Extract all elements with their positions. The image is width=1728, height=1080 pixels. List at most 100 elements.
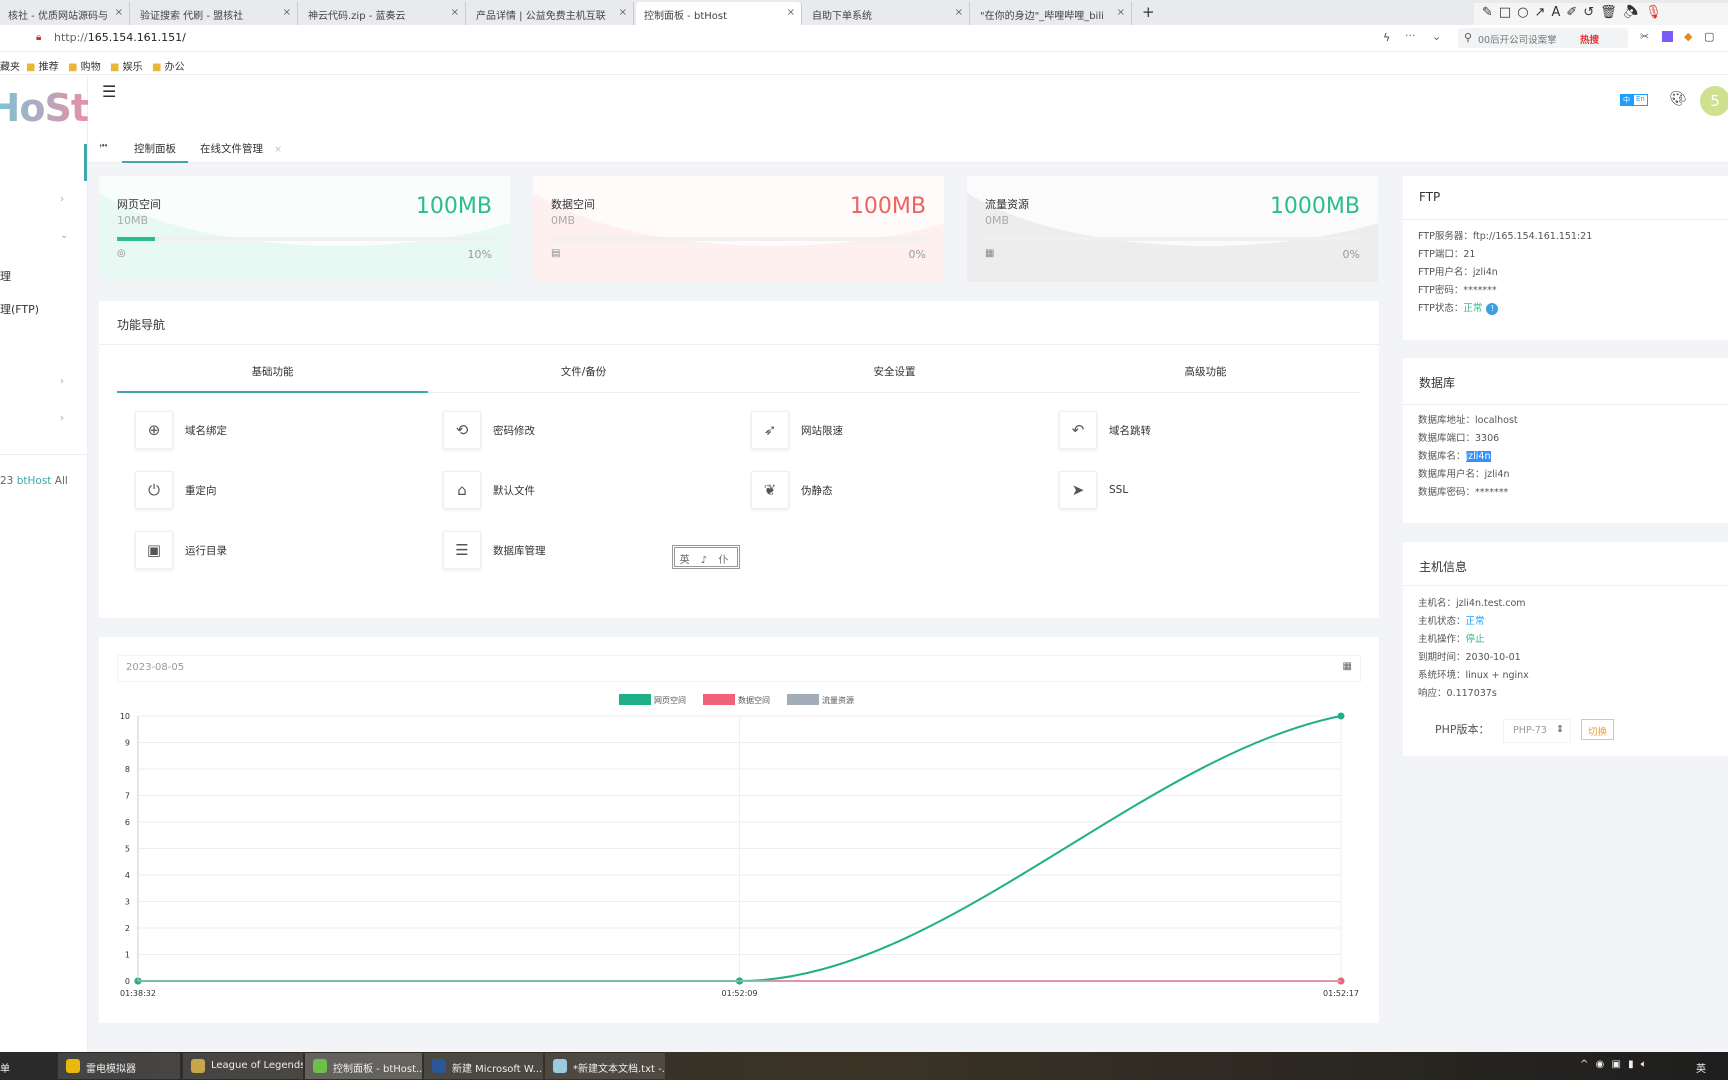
taskbar-item[interactable]: 雷电模拟器 bbox=[58, 1053, 180, 1079]
browser-tab[interactable]: 自助下单系统 × bbox=[804, 2, 970, 25]
taskbar-item[interactable]: *新建文本文档.txt -... bbox=[545, 1053, 665, 1079]
function-tab[interactable]: 安全设置 bbox=[873, 366, 916, 378]
info-value[interactable]: 停止 bbox=[1465, 634, 1485, 645]
scissors-icon[interactable]: ✂ bbox=[1640, 30, 1650, 43]
address-bar[interactable]: 🔒︎ http://165.154.161.151/ ϟ ··· ⌄ ⚲ 00后… bbox=[0, 25, 1728, 52]
start-button[interactable]: 单 bbox=[0, 1064, 10, 1075]
lang-zh[interactable]: 中 bbox=[1620, 94, 1633, 106]
speaker-icon[interactable]: 🔈︎ bbox=[1622, 5, 1646, 20]
ime-indicator[interactable]: 英 bbox=[1696, 1064, 1706, 1075]
undo-icon[interactable]: ↺ bbox=[1583, 5, 1601, 20]
function-item[interactable]: ➶ 网站限速 bbox=[751, 411, 843, 449]
close-icon[interactable]: × bbox=[618, 7, 627, 18]
sidebar-toggle-icon[interactable]: ▢ bbox=[1704, 30, 1715, 43]
bookmark-item[interactable]: ■ 办公 bbox=[152, 62, 185, 73]
function-tab[interactable]: 文件/备份 bbox=[560, 366, 607, 378]
circle-icon[interactable]: ○ bbox=[1517, 5, 1535, 20]
bookmark-item[interactable]: 藏夹 bbox=[0, 62, 20, 73]
chevron-right-icon[interactable]: › bbox=[60, 376, 64, 387]
arrow-icon[interactable]: ↗ bbox=[1534, 5, 1552, 20]
legend-label: 网页空间 bbox=[654, 695, 686, 705]
browser-tab[interactable]: 神云代码.zip - 蓝奏云 × bbox=[300, 2, 466, 25]
brand-link[interactable]: btHost bbox=[16, 475, 52, 487]
trash-icon[interactable]: 🗑︎ bbox=[1600, 5, 1623, 20]
chevron-right-icon[interactable]: › bbox=[60, 194, 64, 205]
lightning-icon[interactable]: ϟ bbox=[1383, 31, 1391, 44]
avatar[interactable]: 5 bbox=[1700, 86, 1728, 116]
close-icon[interactable]: × bbox=[954, 7, 963, 18]
stat-title: 网页空间 bbox=[117, 198, 161, 211]
palette-icon[interactable]: 🎨︎ bbox=[1669, 91, 1687, 107]
taskbar-item[interactable]: League of Legends bbox=[183, 1053, 303, 1079]
close-icon[interactable]: × bbox=[450, 7, 459, 18]
annotation-toolbar[interactable]: ✎□○↗A✐↺🗑︎🔈︎🎙︎ bbox=[1474, 3, 1728, 25]
sidebar-item[interactable]: 理 bbox=[0, 270, 11, 283]
browser-tab[interactable]: 验证搜索 代刷 - 盟核社 × bbox=[132, 2, 298, 25]
rectangle-icon[interactable]: □ bbox=[1498, 5, 1518, 20]
highlighter-icon[interactable]: ✐ bbox=[1566, 5, 1584, 20]
function-item[interactable]: ⏻ 重定向 bbox=[135, 471, 217, 509]
function-item[interactable]: ⟲ 密码修改 bbox=[443, 411, 535, 449]
tab-file-manager[interactable]: 在线文件管理 × bbox=[200, 143, 282, 155]
function-item[interactable]: ⊕ 域名绑定 bbox=[135, 411, 227, 449]
close-icon[interactable]: × bbox=[282, 7, 291, 18]
function-item[interactable]: ☰ 数据库管理 bbox=[443, 531, 546, 569]
close-icon[interactable]: × bbox=[786, 7, 795, 18]
info-value: jzli4n bbox=[1484, 469, 1510, 480]
pen-icon[interactable]: ✎ bbox=[1482, 5, 1499, 20]
traffic-icon: ▦ bbox=[985, 248, 995, 259]
info-label: 主机操作： bbox=[1418, 634, 1466, 645]
close-icon[interactable]: × bbox=[1116, 7, 1125, 18]
function-item[interactable]: ↶ 域名跳转 bbox=[1059, 411, 1151, 449]
system-tray[interactable]: ^ ◉ ▣ ▮ 🔈︎ bbox=[1580, 1059, 1649, 1070]
logo[interactable]: HoSt bbox=[0, 86, 88, 130]
search-input[interactable]: ⚲ 00后开公司设案掌 热搜 bbox=[1458, 28, 1628, 48]
new-tab-button[interactable]: + bbox=[1142, 3, 1155, 21]
url-prefix: http:// bbox=[54, 31, 88, 44]
extension-icon[interactable] bbox=[1662, 31, 1673, 42]
function-item[interactable]: ➤ SSL bbox=[1059, 471, 1128, 509]
date-picker[interactable]: 2023-08-05 ▦ bbox=[117, 655, 1361, 682]
info-value[interactable]: 正常 bbox=[1465, 616, 1485, 627]
function-item[interactable]: ⌂ 默认文件 bbox=[443, 471, 535, 509]
info-label: FTP状态： bbox=[1418, 303, 1464, 314]
browser-tab[interactable]: 控制面板 - btHost × bbox=[636, 2, 802, 25]
chevron-down-icon[interactable]: ⌄ bbox=[1432, 30, 1442, 43]
sidebar-item-ftp[interactable]: 理(FTP) bbox=[0, 303, 40, 316]
function-item[interactable]: ❦ 伪静态 bbox=[751, 471, 833, 509]
chevron-right-icon[interactable]: › bbox=[60, 413, 64, 424]
calendar-icon[interactable]: ▦ bbox=[1342, 661, 1352, 672]
function-tab[interactable]: 基础功能 bbox=[117, 364, 428, 393]
browser-tab[interactable]: "在你的身边"_哔哩哔哩_bili × bbox=[972, 2, 1132, 25]
bookmark-item[interactable]: ■ 推荐 bbox=[26, 62, 59, 73]
function-item[interactable]: ▣ 运行目录 bbox=[135, 531, 227, 569]
function-label: 运行目录 bbox=[185, 544, 227, 557]
switch-php-button[interactable]: 切换 bbox=[1581, 719, 1614, 740]
text-icon[interactable]: A bbox=[1551, 5, 1567, 20]
extension-icon[interactable]: ◆ bbox=[1684, 30, 1693, 43]
browser-tab[interactable]: 核社 - 优质网站源码与插件 × bbox=[0, 2, 130, 25]
tabs-scroll-left-icon[interactable]: ⏮ bbox=[100, 141, 108, 150]
tab-dashboard[interactable]: 控制面板 bbox=[122, 132, 188, 163]
close-icon[interactable]: × bbox=[274, 145, 282, 155]
info-label: 数据库端口： bbox=[1418, 433, 1476, 444]
bookmark-item[interactable]: ■ 娱乐 bbox=[110, 62, 143, 73]
info-icon[interactable]: ! bbox=[1486, 303, 1499, 315]
menu-toggle-icon[interactable]: ☰ bbox=[102, 82, 117, 101]
taskbar-item[interactable]: 新建 Microsoft W... bbox=[424, 1053, 543, 1079]
url-text[interactable]: http://165.154.161.151/ bbox=[54, 31, 186, 44]
info-row: FTP用户名：jzli4n bbox=[1418, 264, 1592, 282]
php-version-select[interactable]: PHP-73 ⇕ bbox=[1503, 719, 1571, 743]
function-tab[interactable]: 高级功能 bbox=[1184, 366, 1227, 378]
language-switch[interactable]: 中 En bbox=[1620, 94, 1648, 106]
taskbar-item[interactable]: 控制面板 - btHost... bbox=[305, 1053, 422, 1079]
browser-tab[interactable]: 产品详情 | 公益免费主机互联 × bbox=[468, 2, 634, 25]
mic-muted-icon[interactable]: 🎙︎ bbox=[1645, 5, 1668, 20]
close-icon[interactable]: × bbox=[114, 7, 123, 18]
chevron-down-icon[interactable]: ⌄ bbox=[60, 230, 69, 241]
more-icon[interactable]: ··· bbox=[1405, 29, 1416, 42]
divider bbox=[1403, 219, 1728, 220]
bookmark-item[interactable]: ■ 购物 bbox=[68, 62, 101, 73]
hot-search-label[interactable]: 热搜 bbox=[1580, 35, 1600, 46]
lang-en[interactable]: En bbox=[1633, 94, 1648, 106]
